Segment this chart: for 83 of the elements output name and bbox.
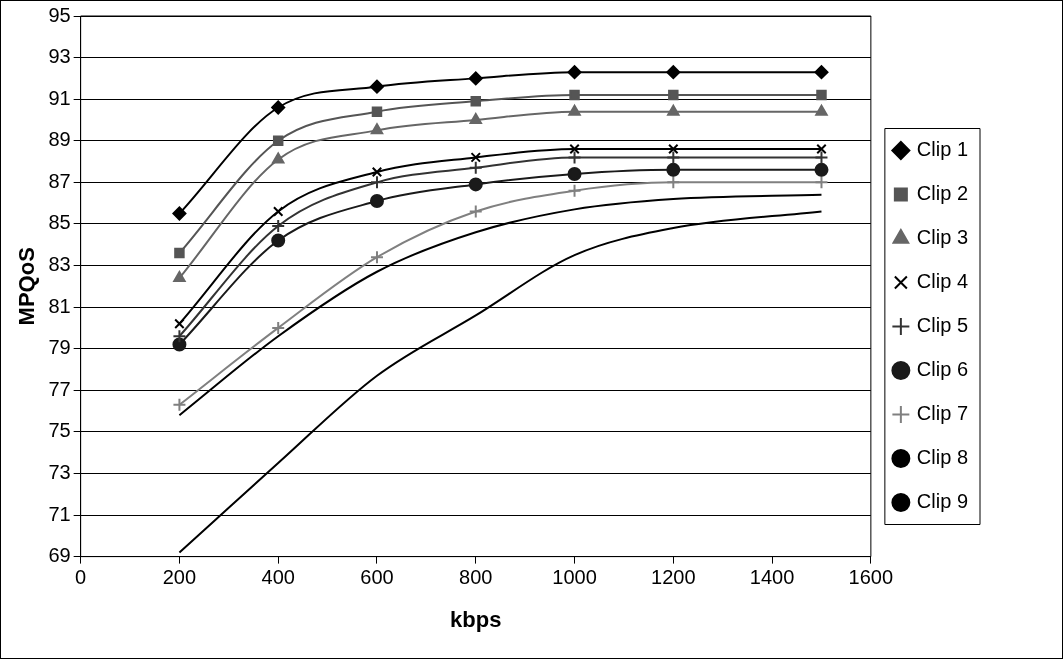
point bbox=[172, 329, 187, 344]
point bbox=[371, 166, 383, 178]
point bbox=[567, 150, 582, 165]
y-tick-label: 85 bbox=[48, 211, 71, 234]
legend-label: Clip 1 bbox=[916, 138, 969, 161]
y-tick-label: 71 bbox=[48, 502, 71, 525]
point bbox=[816, 89, 827, 101]
y-tick-label: 69 bbox=[48, 544, 71, 567]
point bbox=[567, 65, 582, 80]
y-tick-label: 73 bbox=[48, 460, 71, 483]
point bbox=[569, 89, 580, 101]
y-tick-label: 81 bbox=[48, 294, 71, 317]
x-tick-label: 1200 bbox=[651, 566, 696, 589]
point bbox=[814, 150, 829, 165]
legend-label: Clip 2 bbox=[916, 182, 969, 205]
y-tick-label: 79 bbox=[48, 336, 71, 359]
point bbox=[814, 162, 829, 177]
point bbox=[569, 143, 580, 155]
point bbox=[369, 79, 384, 94]
point bbox=[668, 89, 679, 101]
x-tick-label: 200 bbox=[162, 566, 197, 589]
point bbox=[470, 96, 481, 107]
point bbox=[369, 175, 384, 190]
point bbox=[814, 65, 829, 80]
legend-label: Clip 3 bbox=[916, 226, 969, 249]
point bbox=[370, 123, 384, 135]
legend-label: Clip 5 bbox=[916, 314, 969, 337]
point bbox=[568, 104, 581, 116]
y-axis-title: MPQoS bbox=[14, 247, 40, 326]
point bbox=[172, 397, 187, 412]
x-axis-title: kbps bbox=[450, 606, 502, 632]
point bbox=[814, 175, 829, 190]
legend-label: Clip 6 bbox=[916, 358, 969, 381]
y-tick-label: 91 bbox=[48, 86, 71, 109]
point bbox=[815, 104, 828, 116]
point bbox=[469, 112, 482, 124]
point bbox=[272, 152, 285, 164]
legend-label: Clip 4 bbox=[916, 270, 969, 293]
x-tick-label: 800 bbox=[459, 566, 493, 589]
point bbox=[172, 337, 187, 352]
y-tick-label: 95 bbox=[48, 3, 71, 26]
x-tick-label: 600 bbox=[360, 566, 394, 589]
point bbox=[371, 106, 383, 117]
point bbox=[470, 152, 481, 163]
point bbox=[271, 233, 286, 248]
point bbox=[173, 270, 186, 282]
point bbox=[174, 318, 185, 329]
point bbox=[172, 206, 187, 221]
y-tick-label: 93 bbox=[48, 45, 71, 68]
x-tick-label: 1400 bbox=[749, 566, 795, 589]
point bbox=[816, 143, 827, 155]
point bbox=[666, 150, 681, 165]
point bbox=[468, 160, 483, 175]
point bbox=[666, 65, 681, 80]
point bbox=[272, 206, 284, 217]
point bbox=[174, 247, 185, 259]
point bbox=[369, 194, 384, 209]
y-tick-label: 89 bbox=[48, 128, 71, 151]
point bbox=[666, 175, 681, 190]
point bbox=[468, 71, 483, 86]
x-tick-label: 400 bbox=[261, 566, 295, 589]
y-tick-label: 77 bbox=[48, 377, 71, 400]
point bbox=[271, 100, 286, 115]
point bbox=[271, 219, 286, 233]
point bbox=[567, 183, 582, 198]
x-tick-label: 1000 bbox=[552, 566, 597, 589]
y-tick-label: 87 bbox=[48, 169, 71, 192]
x-tick-label: 0 bbox=[75, 566, 87, 589]
point bbox=[468, 177, 483, 192]
point bbox=[369, 250, 384, 265]
point bbox=[272, 135, 284, 146]
point bbox=[271, 320, 286, 335]
legend-label: Clip 7 bbox=[916, 402, 969, 425]
point bbox=[667, 104, 680, 116]
legend-label: Clip 9 bbox=[916, 490, 969, 513]
legend-label: Clip 8 bbox=[916, 446, 969, 469]
point bbox=[668, 143, 679, 155]
point bbox=[666, 162, 681, 177]
point bbox=[567, 167, 582, 182]
y-tick-label: 83 bbox=[48, 253, 71, 276]
x-tick-label: 1600 bbox=[848, 566, 894, 589]
point bbox=[468, 204, 483, 219]
y-tick-label: 75 bbox=[48, 419, 71, 442]
